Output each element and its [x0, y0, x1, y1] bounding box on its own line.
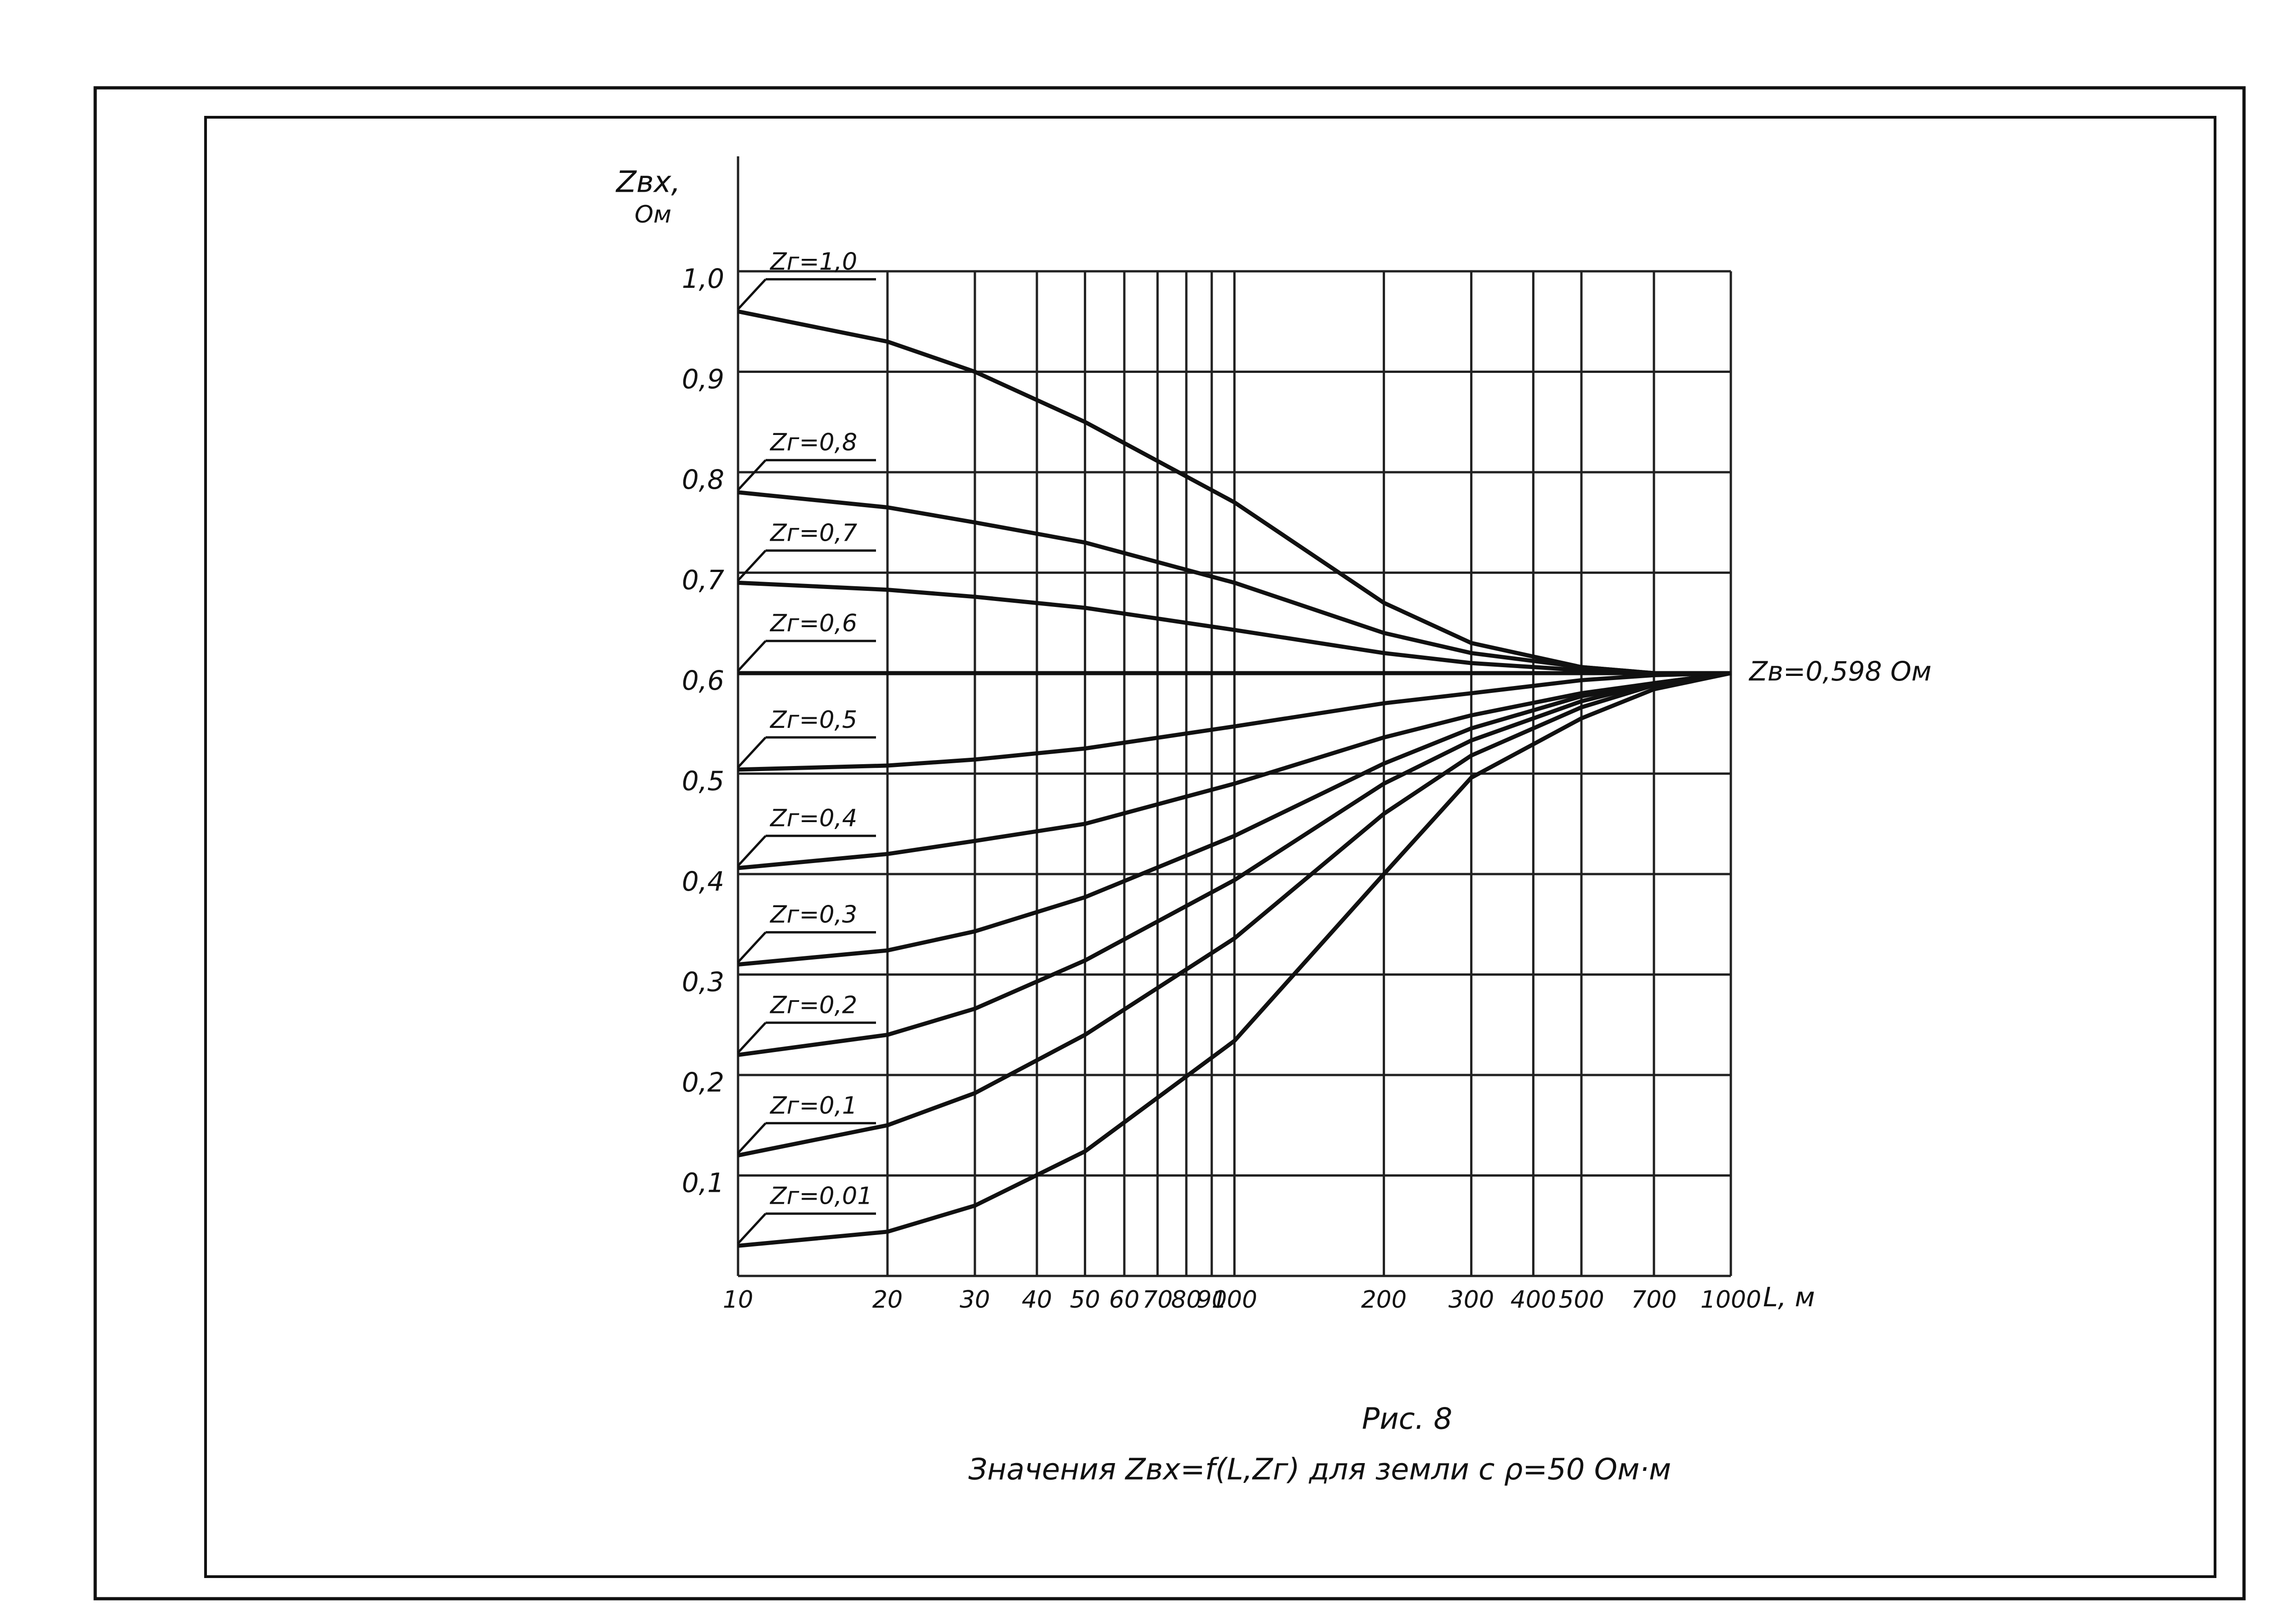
x-tick-label: 90 [1197, 1286, 1227, 1314]
x-tick-label: 40 [1022, 1286, 1052, 1314]
legend-label: Zг=0,8 [769, 429, 857, 457]
y-tick-label: 0,6 [682, 665, 724, 696]
x-tick-label: 200 [1361, 1286, 1407, 1314]
legend-label: Zг=0,1 [769, 1092, 857, 1120]
y-tick-label: 0,7 [682, 565, 724, 596]
series-line [738, 671, 1731, 1158]
x-tick-label: 50 [1070, 1286, 1100, 1314]
x-tick-label: 500 [1558, 1286, 1604, 1314]
legend-label: Zг=0,4 [769, 805, 857, 832]
inner-frame [204, 116, 2216, 1578]
series-line [738, 671, 1731, 772]
x-tick-label: 700 [1631, 1286, 1677, 1314]
y-tick-label: 1,0 [682, 263, 724, 294]
legend-label: Zг=0,6 [769, 610, 857, 637]
legend-label: Zг=0,7 [769, 519, 857, 547]
x-tick-label: 100 [1212, 1286, 1257, 1314]
x-tick-label: 1000 [1700, 1286, 1761, 1314]
annotation: Zв=0,598 Ом [1748, 656, 1931, 687]
series-line [738, 671, 1731, 1057]
caption: Значения Zвх=f(L,Zг) для земли с ρ=50 Ом… [968, 1453, 1671, 1487]
outer-frame [93, 86, 2246, 1601]
legend-leader [737, 278, 767, 310]
legend-label: Zг=0,3 [769, 901, 857, 929]
y-axis-label: Zвх, [615, 166, 681, 200]
legend-leader [737, 931, 767, 963]
y-tick-label: 0,2 [682, 1067, 724, 1098]
legend-leader [737, 737, 767, 768]
legend-label: Zг=0,01 [769, 1182, 872, 1210]
x-tick-label: 20 [872, 1286, 903, 1314]
y-tick-label: 0,1 [682, 1167, 724, 1199]
x-tick-label: 60 [1109, 1286, 1139, 1314]
x-tick-label: 10 [723, 1286, 753, 1314]
legend-leader [737, 640, 767, 672]
y-tick-label: 0,5 [682, 766, 724, 797]
legend-label: Zг=0,5 [769, 706, 857, 734]
legend-leader [737, 1022, 767, 1053]
series-line [738, 671, 1731, 1248]
legend-label: Zг=1,0 [769, 248, 857, 275]
x-axis-label: L, м [1763, 1281, 1815, 1313]
legend-leader [737, 1212, 767, 1245]
legend-leader [737, 1122, 767, 1154]
y-tick-label: 0,8 [682, 464, 724, 495]
y-tick-label: 0,3 [682, 966, 724, 998]
series-line [738, 671, 1731, 967]
x-tick-label: 30 [960, 1286, 990, 1314]
x-tick-label: 70 [1142, 1286, 1173, 1314]
legend-label: Zг=0,2 [769, 991, 857, 1019]
x-tick-label: 400 [1511, 1286, 1556, 1314]
y-tick-label: 0,9 [682, 364, 724, 395]
y-axis-unit: Ом [635, 201, 671, 229]
figure-label: Рис. 8 [1362, 1402, 1453, 1436]
x-tick-label: 300 [1448, 1286, 1494, 1314]
y-tick-label: 0,4 [682, 866, 724, 897]
legend-leader [737, 835, 767, 867]
legend-leader [737, 459, 767, 491]
x-tick-label: 80 [1171, 1286, 1202, 1314]
legend-leader [737, 549, 767, 582]
